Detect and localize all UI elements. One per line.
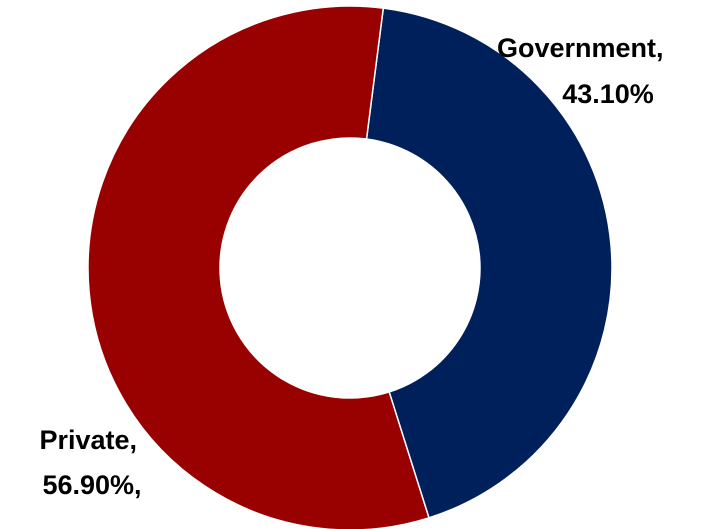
data-label-private: Private, 56.90%, (39, 425, 144, 500)
data-label-private-value: 56.90%, (42, 470, 141, 500)
donut-slices (87, 5, 613, 529)
data-labels: Government, 43.10% Private, 56.90%, (39, 33, 671, 500)
data-label-government: Government, 43.10% (497, 33, 671, 109)
slice-government (365, 7, 613, 519)
data-label-government-name: Government, (497, 33, 664, 63)
data-label-private-name: Private, (39, 425, 137, 455)
slice-private (87, 5, 430, 529)
data-label-government-value: 43.10% (562, 79, 654, 109)
